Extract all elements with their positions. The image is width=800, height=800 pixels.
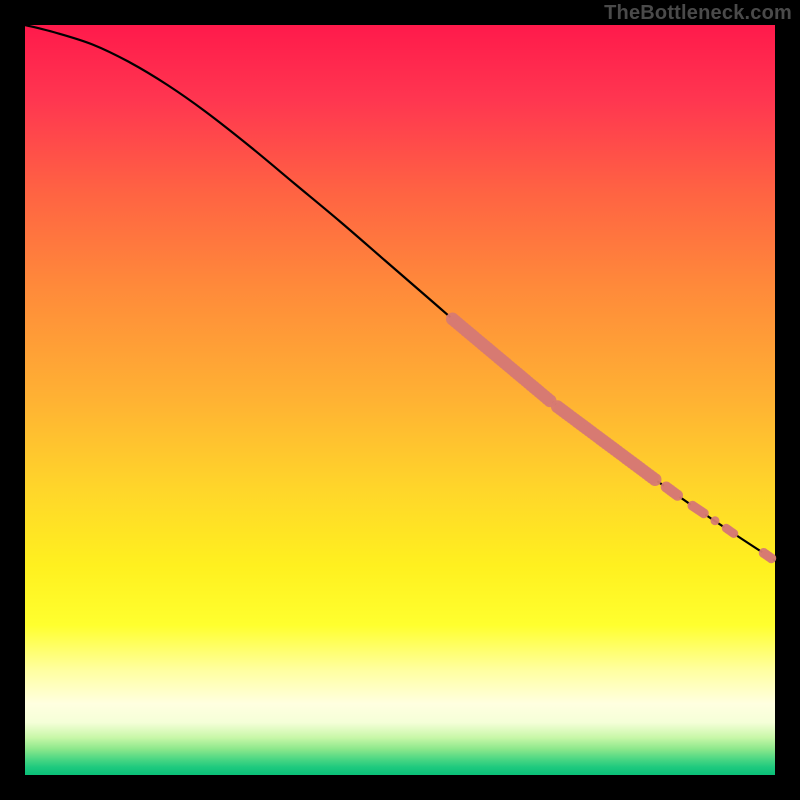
watermark-text: TheBottleneck.com [604,2,792,25]
marker-dot [729,529,738,538]
chart-container: TheBottleneck.com [0,0,800,800]
marker-dot [672,490,683,501]
marker-dot [766,553,776,563]
chart-svg [0,0,800,800]
marker-dot [699,508,709,518]
plot-background [25,25,775,775]
marker-dot [711,516,720,525]
marker-dot [649,473,662,486]
